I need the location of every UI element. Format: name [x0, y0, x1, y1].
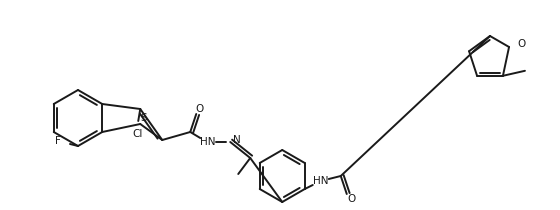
Text: O: O [517, 39, 525, 49]
Text: Cl: Cl [132, 129, 142, 139]
Text: HN: HN [313, 176, 329, 186]
Text: N: N [234, 135, 241, 145]
Text: O: O [348, 194, 356, 204]
Text: F: F [55, 136, 61, 146]
Text: HN: HN [200, 137, 216, 147]
Text: S: S [140, 113, 147, 123]
Text: O: O [195, 104, 203, 114]
